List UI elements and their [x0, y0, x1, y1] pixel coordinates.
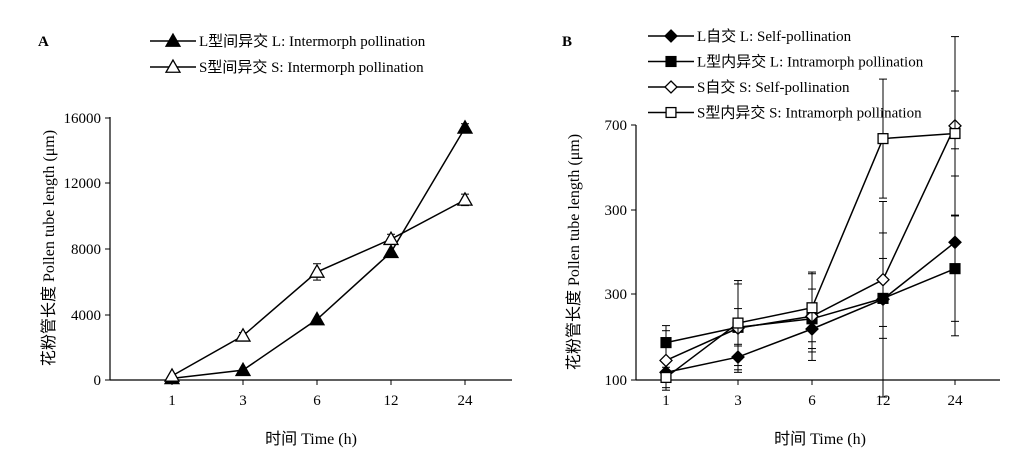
- panel-b-series: [659, 36, 962, 398]
- panel-a-data-point-series-2: [163, 367, 181, 382]
- panel-a-y-tick-label: 8000: [71, 242, 101, 258]
- panel-a-series: [163, 119, 474, 385]
- panel-b-legend-marker: [664, 80, 678, 94]
- panel-a-data-point-series-1: [382, 243, 400, 259]
- panel-b-y-tick-label: 100: [605, 373, 628, 389]
- panel-a-data-point-series-1: [308, 311, 326, 326]
- panel-b-data-point-series-4: [806, 302, 818, 314]
- panel-b-y-tick-label: 300: [605, 287, 628, 303]
- panel-a-y-tick-label: 16000: [64, 111, 102, 127]
- panel-b: B 时间 Time (h) 花粉管长度 Pollen tube length (…: [562, 27, 1000, 448]
- panel-a-y-axis-title: 花粉管长度 Pollen tube length (μm): [40, 130, 58, 366]
- panel-a-data-point-series-2: [456, 191, 474, 206]
- panel-a-y-ticks: 0 4000 8000 12000 16000: [64, 111, 110, 389]
- panel-a-data-point-series-2: [308, 263, 326, 278]
- panel-b-legend-label: S型内异交 S: Intramorph pollination: [697, 104, 922, 122]
- panel-b-data-point-series-2: [949, 263, 961, 275]
- panel-b-x-tick-label: 1: [662, 393, 670, 409]
- panel-a-legend-label: L型间异交 L: Intermorph pollination: [199, 32, 426, 50]
- panel-b-x-tick-label: 6: [808, 393, 816, 409]
- panel-a-legend: L型间异交 L: Intermorph pollination S型间异交 S: …: [150, 32, 426, 76]
- panel-b-data-point-series-4: [732, 317, 744, 329]
- panel-a-data-point-series-1: [456, 119, 474, 134]
- panel-a-data-point-series-1: [234, 361, 252, 377]
- panel-a-x-ticks: 1 3 6 12 24: [168, 380, 473, 409]
- panel-b-legend: L自交 L: Self-pollination L型内异交 L: Intramor…: [648, 27, 924, 122]
- panel-a-x-tick-label: 1: [168, 393, 176, 409]
- panel-b-legend-label: L型内异交 L: Intramorph pollination: [697, 53, 924, 71]
- panel-a-legend-label: S型间异交 S: Intermorph pollination: [199, 58, 424, 76]
- panel-b-x-ticks: 1 3 6 12 24: [662, 380, 963, 409]
- panel-b-data-point-series-4: [660, 371, 672, 384]
- panel-a-legend-marker: [164, 32, 182, 47]
- panel-b-y-ticks: 100 300 300 700: [605, 118, 636, 389]
- panel-a-y-tick-label: 4000: [71, 308, 101, 324]
- panel-b-data-point-series-4: [949, 127, 961, 140]
- panel-b-legend-label: S自交 S: Self-pollination: [697, 78, 850, 96]
- panel-b-legend-marker: [665, 55, 677, 68]
- panel-a: A 时间 Time (h) 花粉管长度 Pollen tube length (…: [38, 32, 512, 448]
- panel-a-x-tick-label: 3: [239, 393, 247, 409]
- panel-b-x-tick-label: 24: [948, 393, 964, 409]
- panel-b-data-point-series-3: [659, 353, 673, 368]
- panel-a-letter: A: [38, 34, 49, 50]
- panel-b-x-tick-label: 3: [734, 393, 742, 409]
- panel-b-legend-label: L自交 L: Self-pollination: [697, 27, 852, 45]
- panel-b-data-point-series-3: [876, 272, 890, 287]
- panel-b-y-tick-label: 300: [605, 203, 628, 219]
- panel-a-x-tick-label: 24: [458, 393, 474, 409]
- panel-b-legend-marker: [665, 106, 677, 119]
- panel-b-x-axis-title: 时间 Time (h): [774, 430, 866, 448]
- panel-a-data-point-series-2: [382, 230, 400, 246]
- panel-b-y-axis-title: 花粉管长度 Pollen tube length (μm): [565, 134, 583, 370]
- panel-b-letter: B: [562, 34, 572, 50]
- panel-a-data-point-series-2: [234, 327, 252, 342]
- panel-a-x-axis-title: 时间 Time (h): [265, 430, 357, 448]
- panel-a-legend-marker: [164, 58, 182, 73]
- panel-b-legend-marker: [664, 29, 678, 43]
- panel-a-series-line-1: [171, 127, 466, 380]
- panel-a-x-tick-label: 12: [384, 393, 399, 409]
- panel-a-x-tick-label: 6: [313, 393, 321, 409]
- panel-a-series-line-2: [171, 199, 466, 377]
- panel-a-y-tick-label: 0: [94, 373, 102, 389]
- panel-a-y-tick-label: 12000: [64, 176, 102, 192]
- panel-b-y-tick-label: 700: [605, 118, 628, 134]
- panel-b-data-point-series-4: [877, 133, 889, 145]
